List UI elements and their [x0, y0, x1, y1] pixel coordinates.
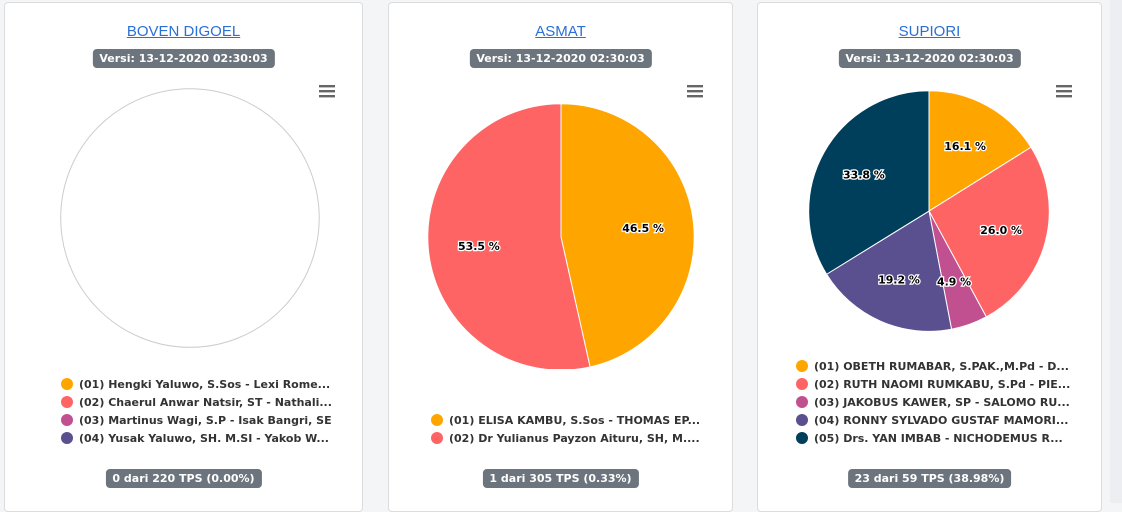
legend-label: (01) OBETH RUMABAR, S.PAK.,M.Pd - D...	[814, 359, 1069, 373]
hamburger-menu-icon	[319, 85, 335, 98]
legend-label: (04) RONNY SYLVADO GUSTAF MAMORI...	[814, 413, 1069, 427]
version-badge: Versi: 13-12-2020 02:30:03	[469, 49, 652, 68]
legend-item[interactable]: (02) RUTH NAOMI RUMKABU, S.Pd - PIE...	[796, 375, 1101, 393]
chart-legend: (01) ELISA KAMBU, S.Sos - THOMAS EP... (0…	[389, 411, 732, 447]
legend-item[interactable]: (02) Chaerul Anwar Natsir, ST - Nathali.…	[61, 393, 362, 411]
legend-color-dot	[61, 432, 73, 444]
slice-data-label: 19.2 %	[878, 273, 920, 286]
region-title-link[interactable]: BOVEN DIGOEL	[126, 23, 241, 40]
chart-legend: (01) OBETH RUMABAR, S.PAK.,M.Pd - D... (0…	[758, 357, 1101, 447]
legend-item[interactable]: (01) ELISA KAMBU, S.Sos - THOMAS EP...	[431, 411, 732, 429]
slice-data-label: 53.5 %	[458, 240, 500, 253]
legend-item[interactable]: (03) JAKOBUS KAWER, SP - SALOMO RU...	[796, 393, 1101, 411]
legend-color-dot	[796, 360, 808, 372]
legend-label: (01) ELISA KAMBU, S.Sos - THOMAS EP...	[449, 413, 701, 427]
legend-item[interactable]: (04) Yusak Yaluwo, SH. M.SI - Yakob W...	[61, 429, 362, 447]
region-card-supiori: SUPIORI Versi: 13-12-2020 02:30:03 16.1 …	[757, 2, 1102, 512]
legend-item[interactable]: (01) Hengki Yaluwo, S.Sos - Lexi Rome...	[61, 375, 362, 393]
legend-label: (02) Chaerul Anwar Natsir, ST - Nathali.…	[79, 395, 332, 409]
legend-item[interactable]: (02) Dr Yulianus Payzon Aituru, SH, M...…	[431, 429, 732, 447]
pie-chart-supiori: 16.1 % 26.0 % 4.9 % 19.2 % 33.8 %	[808, 90, 1050, 332]
legend-color-dot	[431, 414, 443, 426]
legend-item[interactable]: (01) OBETH RUMABAR, S.PAK.,M.Pd - D...	[796, 357, 1101, 375]
legend-color-dot	[61, 414, 73, 426]
chart-menu-button[interactable]	[1055, 83, 1073, 99]
legend-label: (04) Yusak Yaluwo, SH. M.SI - Yakob W...	[79, 431, 329, 445]
pie-slice	[928, 90, 1032, 212]
legend-label: (02) Dr Yulianus Payzon Aituru, SH, M...…	[449, 431, 700, 445]
pie-empty-outline	[60, 88, 320, 348]
pie-chart-boven-digoel	[60, 88, 320, 348]
legend-item[interactable]: (03) Martinus Wagi, S.P - Isak Bangri, S…	[61, 411, 362, 429]
tps-progress-badge: 0 dari 220 TPS (0.00%)	[105, 469, 262, 488]
tps-progress-badge: 23 dari 59 TPS (38.98%)	[847, 469, 1012, 488]
slice-data-label: 16.1 %	[944, 140, 986, 153]
legend-color-dot	[431, 432, 443, 444]
legend-color-dot	[796, 396, 808, 408]
slice-data-label: 26.0 %	[980, 224, 1022, 237]
hamburger-menu-icon	[687, 85, 703, 98]
legend-color-dot	[61, 396, 73, 408]
version-badge: Versi: 13-12-2020 02:30:03	[838, 49, 1021, 68]
region-card-boven-digoel: BOVEN DIGOEL Versi: 13-12-2020 02:30:03 …	[4, 2, 363, 512]
legend-color-dot	[796, 414, 808, 426]
legend-color-dot	[61, 378, 73, 390]
tps-progress-badge: 1 dari 305 TPS (0.33%)	[482, 469, 639, 488]
legend-label: (02) RUTH NAOMI RUMKABU, S.Pd - PIE...	[814, 377, 1071, 391]
pie-slice	[825, 210, 953, 332]
legend-item[interactable]: (05) Drs. YAN IMBAB - NICHODEMUS R...	[796, 429, 1101, 447]
region-card-asmat: ASMAT Versi: 13-12-2020 02:30:03 46.5 % 5…	[388, 2, 733, 512]
version-badge: Versi: 13-12-2020 02:30:03	[92, 49, 275, 68]
chart-legend: (01) Hengki Yaluwo, S.Sos - Lexi Rome...…	[5, 375, 362, 447]
pie-slice	[560, 103, 695, 368]
hamburger-menu-icon	[1056, 85, 1072, 98]
pie-slice	[928, 146, 1050, 318]
region-title-link[interactable]: SUPIORI	[898, 23, 961, 40]
pie-slice	[808, 90, 930, 275]
legend-label: (01) Hengki Yaluwo, S.Sos - Lexi Rome...	[79, 377, 331, 391]
pie-slice	[427, 103, 591, 369]
legend-label: (05) Drs. YAN IMBAB - NICHODEMUS R...	[814, 431, 1063, 445]
region-title-link[interactable]: ASMAT	[535, 23, 586, 40]
slice-data-label: 33.8 %	[843, 169, 885, 182]
legend-item[interactable]: (04) RONNY SYLVADO GUSTAF MAMORI...	[796, 411, 1101, 429]
slice-data-label: 46.5 %	[622, 222, 664, 235]
legend-color-dot	[796, 378, 808, 390]
page-scroll-edge	[1110, 0, 1122, 503]
chart-menu-button[interactable]	[686, 83, 704, 99]
chart-menu-button[interactable]	[318, 83, 336, 99]
pie-chart-asmat: 46.5 % 53.5 %	[427, 103, 695, 369]
legend-label: (03) Martinus Wagi, S.P - Isak Bangri, S…	[79, 413, 332, 427]
slice-data-label: 4.9 %	[937, 275, 971, 288]
legend-color-dot	[796, 432, 808, 444]
legend-label: (03) JAKOBUS KAWER, SP - SALOMO RU...	[814, 395, 1070, 409]
